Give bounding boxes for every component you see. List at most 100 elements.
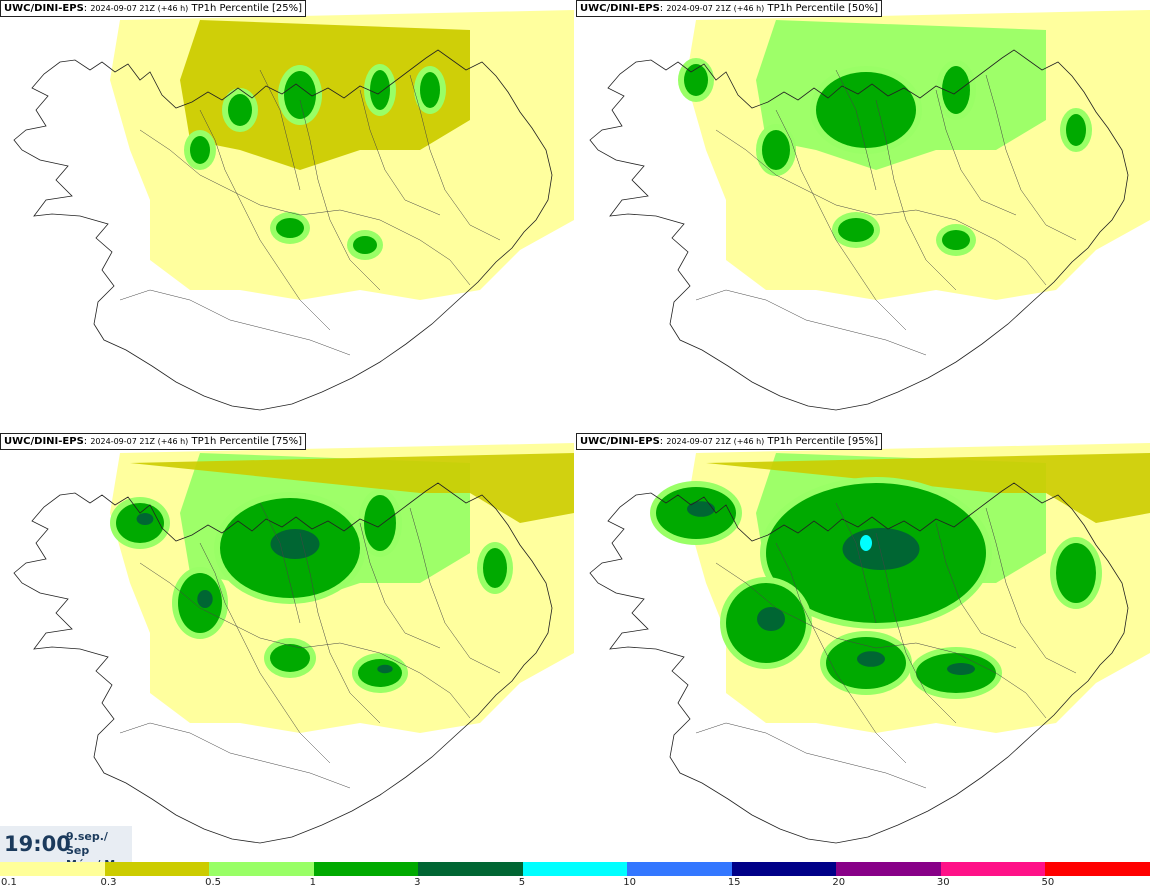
model-name: UWC/DINI-EPS bbox=[580, 436, 660, 447]
precip-cell-heavy bbox=[947, 663, 975, 675]
road-line bbox=[775, 542, 907, 764]
road-line bbox=[695, 722, 927, 789]
precip-cell-core bbox=[762, 130, 790, 170]
precip-cell-core bbox=[684, 64, 708, 96]
model-name: UWC/DINI-EPS bbox=[580, 3, 660, 14]
road-line bbox=[715, 129, 1047, 286]
precip-cell-core bbox=[838, 218, 874, 242]
color-legend: 0.1 0.3 0.5 1 3 5 10 15 20 30 50 bbox=[0, 862, 1150, 891]
precip-cell-heavy bbox=[842, 528, 920, 570]
panel-title: UWC/DINI-EPS: 2024-09-07 21Z (+46 h) TP1… bbox=[0, 433, 307, 450]
legend-label: 20 bbox=[832, 877, 846, 888]
road-line bbox=[259, 69, 301, 191]
precip-cell-heavy bbox=[757, 607, 785, 631]
panel-title: UWC/DINI-EPS: 2024-09-07 21Z (+46 h) TP1… bbox=[576, 0, 883, 17]
precip-cell-core bbox=[1066, 114, 1086, 146]
legend-swatch bbox=[0, 862, 105, 876]
precip-cell-core bbox=[1056, 543, 1096, 603]
coastline bbox=[13, 49, 553, 411]
legend-label: 3 bbox=[414, 877, 421, 888]
precip-cell-core bbox=[270, 644, 310, 672]
precip-cell-core bbox=[228, 94, 252, 126]
run-info: 2024-09-07 21Z (+46 h) bbox=[666, 437, 765, 446]
run-info: 2024-09-07 21Z (+46 h) bbox=[666, 4, 765, 13]
run-info: 2024-09-07 21Z (+46 h) bbox=[90, 4, 189, 13]
road-line bbox=[299, 99, 381, 291]
precip-cell-core bbox=[942, 230, 970, 250]
road-line bbox=[139, 562, 471, 719]
product-name: TP1h Percentile [25%] bbox=[191, 3, 303, 14]
map-panel-p95: UWC/DINI-EPS: 2024-09-07 21Z (+46 h) TP1… bbox=[576, 433, 1150, 864]
legend-label: 5 bbox=[518, 877, 526, 888]
precip-cell-heavy bbox=[377, 664, 393, 674]
road-line bbox=[835, 502, 877, 624]
road-line bbox=[259, 502, 301, 624]
road-line bbox=[935, 89, 1017, 216]
road-line bbox=[775, 109, 907, 331]
legend-label: 15 bbox=[727, 877, 741, 888]
legend-label: 0.5 bbox=[205, 877, 221, 888]
legend-label: 1 bbox=[309, 877, 316, 888]
legend-swatch bbox=[627, 862, 732, 876]
coastline bbox=[589, 482, 1129, 844]
legend-swatch bbox=[940, 862, 1046, 876]
precip-cell-heavy bbox=[857, 651, 885, 667]
road-line bbox=[199, 542, 331, 764]
precip-cell-core bbox=[284, 71, 316, 119]
road-line bbox=[935, 522, 1017, 649]
precip-cell-core bbox=[816, 72, 916, 148]
coastline bbox=[13, 482, 553, 844]
precip-cell-heavy bbox=[136, 513, 154, 525]
legend-label: 0.3 bbox=[100, 877, 117, 888]
product-name: TP1h Percentile [75%] bbox=[191, 436, 303, 447]
run-info: 2024-09-07 21Z (+46 h) bbox=[90, 437, 189, 446]
precip-cell-core bbox=[276, 218, 304, 238]
panel-title: UWC/DINI-EPS: 2024-09-07 21Z (+46 h) TP1… bbox=[0, 0, 307, 17]
model-name: UWC/DINI-EPS bbox=[4, 436, 84, 447]
precip-cell-core bbox=[190, 136, 210, 164]
valid-date-line1: 9.sep./ Sep bbox=[66, 830, 108, 857]
legend-swatch bbox=[522, 862, 628, 876]
legend-swatch bbox=[836, 862, 941, 876]
road-line bbox=[359, 522, 441, 649]
map-panel-p75: UWC/DINI-EPS: 2024-09-07 21Z (+46 h) TP1… bbox=[0, 433, 574, 864]
road-line bbox=[119, 289, 351, 356]
product-name: TP1h Percentile [95%] bbox=[767, 436, 879, 447]
product-name: TP1h Percentile [50%] bbox=[767, 3, 879, 14]
road-line bbox=[139, 129, 471, 286]
legend-label: 50 bbox=[1041, 877, 1055, 888]
precip-cell-core bbox=[942, 66, 970, 114]
precip-cell-heavy bbox=[687, 501, 715, 517]
precip-cell-core bbox=[483, 548, 507, 588]
road-line bbox=[715, 562, 1047, 719]
coastline bbox=[589, 49, 1129, 411]
precip-map bbox=[0, 0, 574, 431]
panel-title: UWC/DINI-EPS: 2024-09-07 21Z (+46 h) TP1… bbox=[576, 433, 883, 450]
road-line bbox=[985, 74, 1077, 241]
precip-field-north bbox=[706, 453, 1150, 523]
road-line bbox=[199, 109, 331, 331]
road-line bbox=[875, 99, 957, 291]
road-line bbox=[985, 507, 1077, 674]
precip-field-north bbox=[130, 453, 574, 523]
legend-label: 10 bbox=[623, 877, 636, 888]
road-line bbox=[695, 289, 927, 356]
precip-map bbox=[576, 0, 1150, 431]
road-line bbox=[409, 74, 501, 241]
road-line bbox=[299, 532, 381, 724]
legend-label: 0.1 bbox=[1, 877, 17, 888]
precip-cell-core bbox=[358, 659, 402, 687]
legend-label: 30 bbox=[936, 877, 950, 888]
precip-cell-core bbox=[370, 70, 390, 110]
legend-swatch bbox=[104, 862, 210, 876]
road-line bbox=[875, 532, 957, 724]
precip-cell-core bbox=[364, 495, 396, 551]
valid-time: 19:00 bbox=[4, 832, 71, 856]
road-line bbox=[835, 69, 877, 191]
legend-swatch bbox=[313, 862, 419, 876]
valid-time-box: 19:00 9.sep./ Sep Mán./ Mon bbox=[0, 826, 132, 871]
precip-cell-heavy bbox=[197, 590, 213, 608]
precip-map bbox=[0, 433, 574, 864]
precip-field-medium bbox=[180, 20, 470, 170]
legend-swatch bbox=[418, 862, 523, 876]
